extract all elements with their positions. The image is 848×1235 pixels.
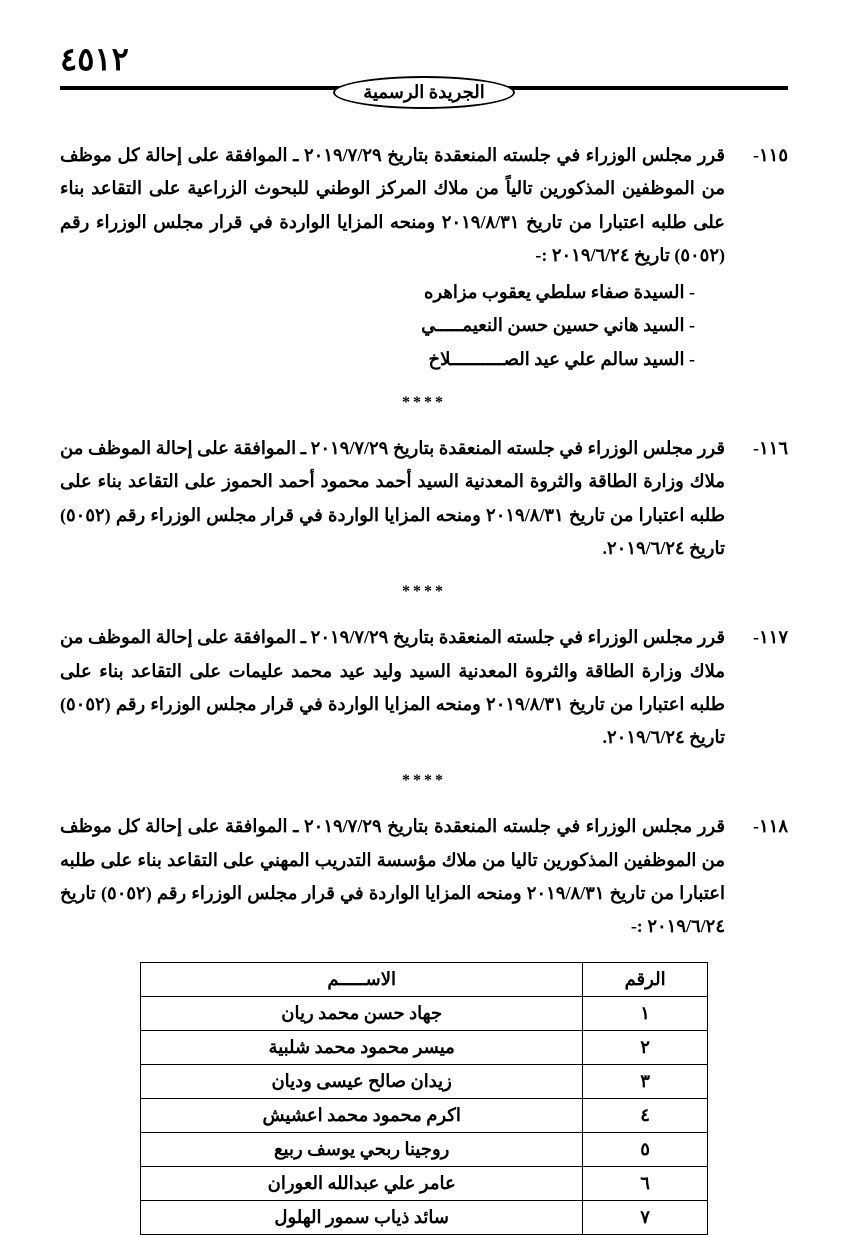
cell-num: ٥ — [583, 1132, 708, 1166]
separator: **** — [60, 394, 788, 412]
separator: **** — [60, 583, 788, 601]
separator: **** — [60, 772, 788, 790]
entry-body: قرر مجلس الوزراء في جلسته المنعقدة بتاري… — [60, 621, 725, 754]
cell-name: ميسر محمود محمد شلبية — [141, 1030, 583, 1064]
entry-body: قرر مجلس الوزراء في جلسته المنعقدة بتاري… — [60, 139, 725, 376]
entry-115: ١١٥- قرر مجلس الوزراء في جلسته المنعقدة … — [60, 139, 788, 376]
cell-name: عامر علي عبدالله العوران — [141, 1166, 583, 1200]
table-row: ٦عامر علي عبدالله العوران — [141, 1166, 708, 1200]
cell-num: ٧ — [583, 1200, 708, 1234]
header-title-wrap: الجريدة الرسمية — [60, 76, 788, 109]
table-row: ٧سائد ذياب سمور الهلول — [141, 1200, 708, 1234]
table-header-row: الرقم الاســـــم — [141, 962, 708, 996]
cell-num: ١ — [583, 996, 708, 1030]
table-row: ٣زيدان صالح عيسى وديان — [141, 1064, 708, 1098]
entry-text: قرر مجلس الوزراء في جلسته المنعقدة بتاري… — [60, 145, 725, 265]
col-header-num: الرقم — [583, 962, 708, 996]
entry-body: قرر مجلس الوزراء في جلسته المنعقدة بتاري… — [60, 810, 725, 943]
cell-num: ٤ — [583, 1098, 708, 1132]
entry-text: قرر مجلس الوزراء في جلسته المنعقدة بتاري… — [60, 438, 725, 558]
cell-num: ٦ — [583, 1166, 708, 1200]
table-row: ١جهاد حسن محمد ريان — [141, 996, 708, 1030]
entry-body: قرر مجلس الوزراء في جلسته المنعقدة بتاري… — [60, 432, 725, 565]
employees-table: الرقم الاســـــم ١جهاد حسن محمد ريان ٢مي… — [140, 962, 708, 1235]
names-list: السيدة صفاء سلطي يعقوب مزاهره السيد هاني… — [60, 276, 695, 376]
header-title: الجريدة الرسمية — [333, 76, 514, 109]
entry-text: قرر مجلس الوزراء في جلسته المنعقدة بتاري… — [60, 627, 725, 747]
col-header-name: الاســـــم — [141, 962, 583, 996]
cell-num: ٣ — [583, 1064, 708, 1098]
entry-number: ١١٨- — [733, 810, 788, 943]
cell-name: جهاد حسن محمد ريان — [141, 996, 583, 1030]
entry-number: ١١٥- — [733, 139, 788, 376]
cell-name: روجينا ربحي يوسف ربيع — [141, 1132, 583, 1166]
entry-text: قرر مجلس الوزراء في جلسته المنعقدة بتاري… — [60, 816, 725, 936]
table-row: ٥روجينا ربحي يوسف ربيع — [141, 1132, 708, 1166]
cell-name: اكرم محمود محمد اعشيش — [141, 1098, 583, 1132]
cell-name: سائد ذياب سمور الهلول — [141, 1200, 583, 1234]
entry-118: ١١٨- قرر مجلس الوزراء في جلسته المنعقدة … — [60, 810, 788, 943]
entry-number: ١١٦- — [733, 432, 788, 565]
name-item: السيد هاني حسين حسن النعيمـــــي — [60, 309, 695, 342]
table-row: ٢ميسر محمود محمد شلبية — [141, 1030, 708, 1064]
cell-num: ٢ — [583, 1030, 708, 1064]
name-item: السيدة صفاء سلطي يعقوب مزاهره — [60, 276, 695, 309]
page-number: ٤٥١٢ — [60, 40, 788, 78]
table-row: ٤اكرم محمود محمد اعشيش — [141, 1098, 708, 1132]
entry-117: ١١٧- قرر مجلس الوزراء في جلسته المنعقدة … — [60, 621, 788, 754]
entry-116: ١١٦- قرر مجلس الوزراء في جلسته المنعقدة … — [60, 432, 788, 565]
cell-name: زيدان صالح عيسى وديان — [141, 1064, 583, 1098]
entry-number: ١١٧- — [733, 621, 788, 754]
name-item: السيد سالم علي عيد الصــــــــــلاخ — [60, 343, 695, 376]
